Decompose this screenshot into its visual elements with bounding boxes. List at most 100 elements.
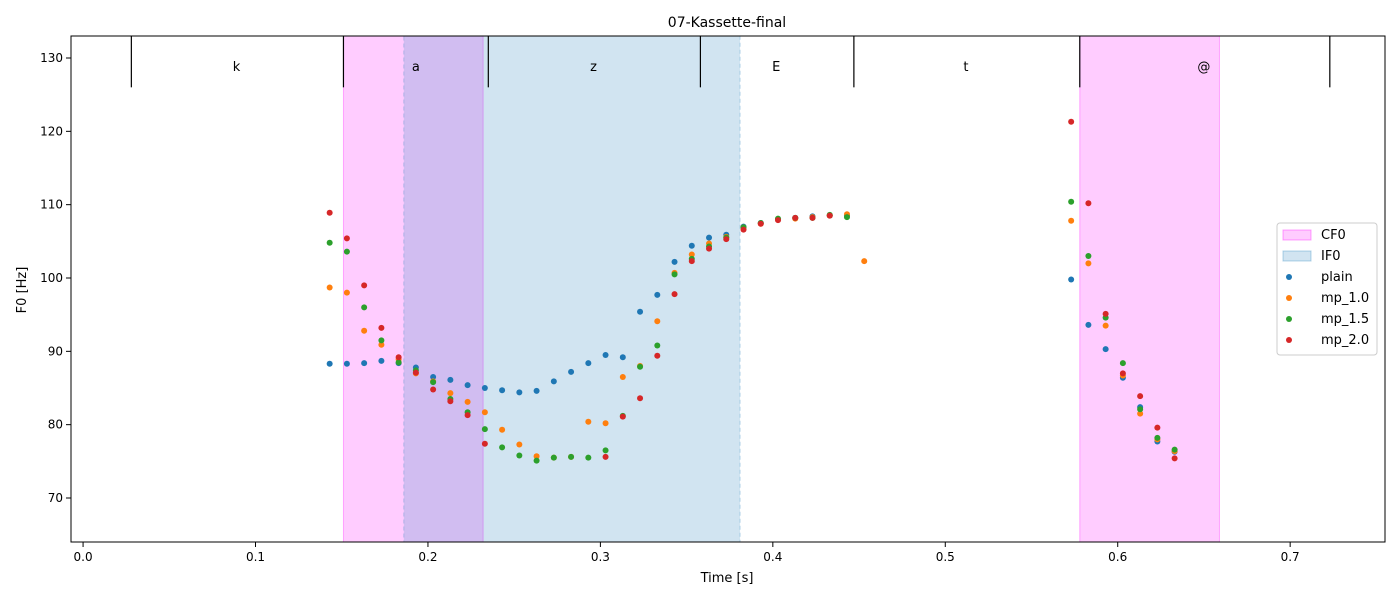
point-mp_1.5-10 (499, 444, 506, 451)
segment-label-3: E (772, 60, 780, 75)
point-mp_1.5-0 (326, 239, 333, 246)
point-mp_2.0-26 (1102, 310, 1109, 317)
point-plain-22 (706, 234, 713, 241)
point-mp_2.0-19 (757, 220, 764, 227)
segment-label-5: @ (1197, 60, 1210, 75)
x-axis: 0.0 0.1 0.2 0.3 0.4 0.5 0.6 0.7 (74, 542, 1300, 564)
points-layer (326, 118, 1178, 464)
y-axis-label: F0 [Hz] (15, 267, 30, 314)
legend-marker-plain (1286, 274, 1292, 280)
segment-label-1: a (412, 60, 420, 75)
point-mp_1.0-10 (499, 426, 506, 433)
point-mp_2.0-11 (619, 413, 626, 420)
legend-swatch-cf0 (1282, 229, 1312, 241)
region-cf0-0 (342, 35, 484, 543)
legend-label-mp_2-0: mp_2.0 (1321, 333, 1369, 348)
point-mp_2.0-8 (464, 412, 471, 419)
point-plain-12 (533, 387, 540, 394)
segment-label-4: t (963, 60, 968, 75)
point-mp_2.0-12 (637, 395, 644, 402)
legend-label-mp_1-0: mp_1.0 (1321, 291, 1369, 306)
point-mp_1.0-1 (343, 289, 350, 296)
segment-label-2: z (590, 60, 597, 75)
point-plain-1 (343, 360, 350, 367)
x-tick-label-3: 0.3 (591, 550, 610, 564)
point-mp_1.5-12 (533, 457, 540, 464)
y-tick-label-5: 120 (40, 124, 63, 138)
point-mp_1.0-15 (585, 418, 592, 425)
point-mp_2.0-6 (430, 386, 437, 393)
point-plain-33 (1102, 346, 1109, 353)
point-mp_1.0-11 (516, 441, 523, 448)
point-mp_1.0-8 (464, 398, 471, 405)
point-mp_1.5-36 (1154, 434, 1161, 441)
point-mp_2.0-0 (326, 209, 333, 216)
chart-title: 07-Kassette-final (668, 15, 786, 31)
x-tick-label-7: 0.7 (1281, 550, 1300, 564)
legend-label-mp_1-5: mp_1.5 (1321, 312, 1369, 327)
point-mp_2.0-16 (706, 245, 713, 252)
y-tick-label-2: 90 (48, 344, 63, 358)
point-mp_1.0-19 (654, 318, 661, 325)
x-tick-label-1: 0.1 (246, 550, 265, 564)
point-mp_1.5-14 (568, 453, 575, 460)
point-mp_1.5-32 (1085, 253, 1092, 259)
point-plain-13 (550, 378, 557, 385)
point-plain-32 (1085, 321, 1092, 328)
point-mp_1.5-1 (343, 248, 350, 255)
x-tick-label-5: 0.5 (936, 550, 955, 564)
y-tick-label-4: 110 (40, 198, 63, 212)
legend-label-plain: plain (1321, 270, 1353, 285)
point-mp_2.0-28 (1137, 393, 1144, 400)
point-mp_1.0-21 (688, 251, 695, 258)
point-mp_1.0-17 (619, 374, 626, 380)
point-mp_2.0-18 (740, 226, 747, 233)
point-mp_1.5-19 (654, 342, 661, 349)
point-plain-2 (361, 360, 368, 367)
point-mp_1.5-15 (585, 454, 592, 461)
legend-marker-mp_1-5 (1286, 316, 1292, 322)
point-mp_2.0-17 (723, 236, 730, 243)
y-tick-label-3: 100 (40, 271, 63, 285)
point-mp_1.5-37 (1171, 446, 1178, 453)
point-plain-16 (602, 352, 609, 358)
point-mp_2.0-4 (395, 354, 402, 361)
point-mp_1.0-9 (481, 409, 488, 416)
point-mp_1.5-35 (1137, 406, 1144, 413)
point-mp_1.5-6 (430, 379, 437, 386)
x-tick-label-6: 0.6 (1108, 550, 1127, 564)
segment-label-0: k (233, 60, 241, 75)
point-mp_2.0-13 (654, 352, 661, 359)
point-mp_1.5-2 (361, 304, 368, 311)
y-tick-label-1: 80 (48, 418, 63, 432)
point-mp_2.0-15 (688, 258, 695, 265)
point-mp_1.0-36 (1137, 410, 1144, 417)
legend-box (1276, 222, 1378, 356)
point-plain-9 (481, 385, 488, 391)
point-mp_1.5-18 (637, 363, 644, 370)
x-tick-label-0: 0.0 (74, 550, 93, 564)
point-mp_1.5-3 (378, 337, 385, 344)
point-mp_1.5-9 (481, 426, 488, 433)
point-mp_2.0-7 (447, 398, 454, 405)
point-mp_2.0-3 (378, 324, 385, 331)
point-mp_1.0-34 (1102, 322, 1109, 329)
point-plain-0 (326, 360, 333, 367)
point-mp_1.0-31 (861, 258, 868, 265)
point-plain-10 (499, 387, 506, 394)
point-mp_2.0-27 (1119, 370, 1126, 377)
point-mp_2.0-5 (412, 369, 419, 376)
plot-frame (70, 35, 1386, 543)
point-mp_1.0-12 (533, 453, 540, 460)
point-plain-18 (637, 308, 644, 315)
point-mp_2.0-14 (671, 291, 678, 298)
point-mp_1.0-2 (361, 327, 368, 334)
point-mp_1.0-7 (447, 390, 454, 397)
x-axis-label: Time [s] (700, 571, 754, 586)
legend-marker-mp_2-0 (1286, 337, 1292, 343)
point-mp_1.5-20 (671, 271, 678, 278)
point-mp_2.0-20 (775, 217, 782, 224)
point-plain-31 (1068, 276, 1075, 283)
